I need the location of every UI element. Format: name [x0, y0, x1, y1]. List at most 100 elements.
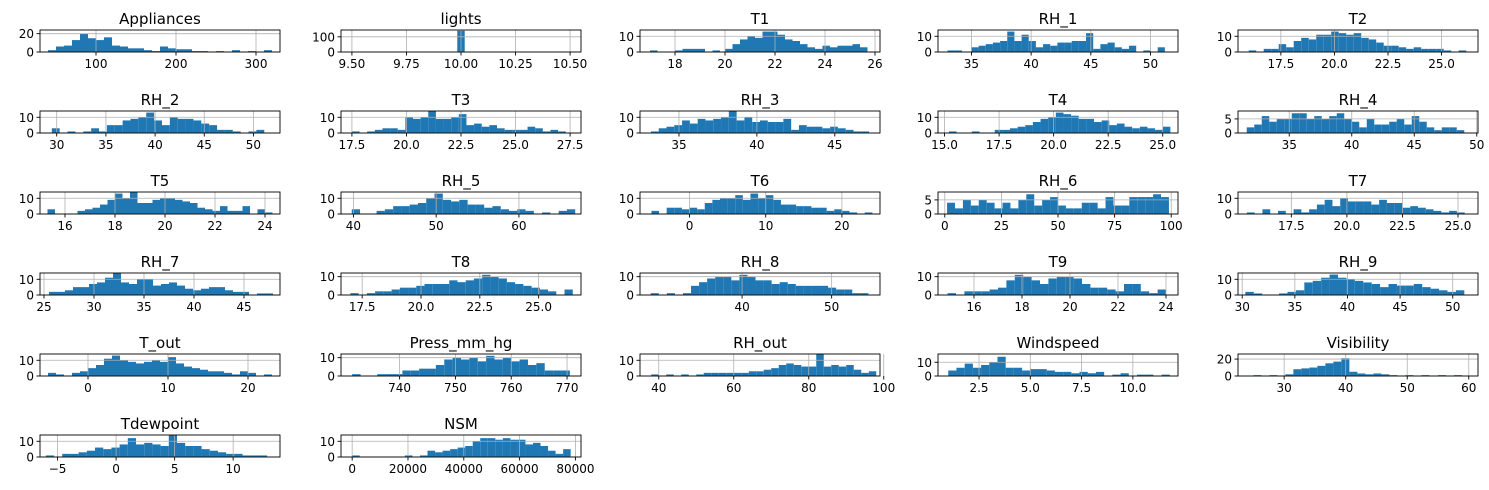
histogram-bar	[985, 44, 993, 52]
histogram-bar	[80, 371, 88, 376]
histogram-bar	[77, 210, 85, 214]
subplot-title: T6	[750, 172, 770, 190]
x-tick-label: 40	[346, 219, 361, 233]
histogram-bar	[978, 199, 987, 214]
histogram-bar	[91, 128, 100, 133]
histogram-bar	[718, 372, 727, 376]
axes-frame	[1237, 191, 1479, 215]
x-tick-label: 50	[824, 300, 839, 314]
histogram-bar	[527, 365, 537, 376]
histogram-bar	[739, 274, 748, 295]
histogram-bar	[435, 452, 443, 457]
histogram-bar	[811, 207, 820, 214]
histogram-bar	[566, 209, 576, 214]
x-tick-label: 750	[444, 381, 467, 395]
histogram-bar	[792, 41, 800, 52]
histogram-bar	[409, 204, 418, 214]
histogram-bar	[731, 280, 740, 295]
x-tick-label: 10.0	[1120, 381, 1147, 395]
histogram-bar	[989, 289, 998, 295]
x-tick-label: 25	[36, 300, 51, 314]
histogram-bar	[1304, 282, 1313, 295]
y-tick-label: 0	[924, 127, 932, 141]
x-tick-label: 10	[758, 219, 773, 233]
x-tick-label: 50	[1469, 138, 1484, 152]
histogram-bar	[428, 111, 436, 133]
histogram-bar	[489, 125, 497, 133]
histogram-bar	[177, 118, 186, 133]
histogram-bar	[383, 291, 392, 295]
histogram-bar	[707, 278, 716, 295]
histogram-bar	[1366, 118, 1375, 133]
histogram-bar	[145, 279, 153, 295]
histogram-bar	[449, 280, 458, 295]
histogram-bar	[699, 282, 708, 295]
subplot-t1: T1 18 20 22 24 26 0 10	[619, 10, 883, 71]
histogram-bar	[1120, 373, 1129, 376]
histogram-bar	[51, 128, 60, 133]
histogram-bar	[689, 123, 698, 133]
histogram-bar	[1338, 33, 1347, 52]
histogram-bar	[153, 285, 161, 295]
histogram-bar	[209, 125, 218, 133]
histogram-bar	[111, 447, 120, 457]
histogram-bar	[763, 369, 772, 376]
histogram-bar	[57, 291, 65, 295]
histogram-bar	[1017, 126, 1026, 133]
histogram-bar	[248, 51, 256, 52]
subplot-title: T4	[1048, 91, 1068, 109]
histogram-bar	[1046, 370, 1055, 376]
histogram-bar	[775, 122, 784, 133]
x-tick-label: 35	[1282, 138, 1297, 152]
histogram-bar	[544, 370, 554, 376]
x-tick-label: 0	[941, 219, 949, 233]
histogram-bar	[1121, 48, 1130, 52]
histogram-bar	[674, 207, 682, 214]
histogram-bar	[225, 290, 233, 295]
histogram-bar	[104, 358, 112, 376]
histogram-bar	[1082, 284, 1091, 295]
histogram-bar	[95, 447, 104, 457]
histogram-bar	[801, 366, 809, 376]
y-tick-label: 10	[19, 354, 34, 368]
histogram-bar	[691, 285, 700, 295]
subplot-title: T2	[1348, 10, 1368, 28]
histogram-bar	[512, 129, 520, 133]
histogram-bar	[397, 129, 406, 133]
histogram-bar	[185, 118, 194, 133]
histogram-bar	[212, 210, 220, 214]
x-tick-label: 35	[964, 57, 979, 71]
x-tick-label: 22.5	[1389, 219, 1416, 233]
histogram-bar	[1263, 48, 1272, 52]
x-tick-label: 80	[801, 381, 816, 395]
histogram-bar	[1405, 285, 1414, 295]
histogram-bar	[1056, 276, 1066, 295]
x-tick-label: 20.0	[1040, 138, 1067, 152]
histogram-bar	[509, 210, 518, 214]
histogram-bar	[1124, 126, 1133, 133]
histogram-bar	[1007, 31, 1015, 52]
histogram-bar	[1374, 124, 1382, 133]
histogram-bar	[1271, 48, 1279, 52]
histogram-bar	[451, 201, 460, 214]
axes-frame	[340, 191, 582, 215]
histogram-bar	[1380, 287, 1389, 295]
histogram-bar	[852, 44, 860, 52]
histogram-bar	[161, 284, 169, 295]
histogram-bar	[160, 361, 168, 376]
histogram-bar	[1425, 209, 1434, 214]
histogram-bar	[1306, 118, 1315, 133]
histogram-bar	[209, 450, 218, 457]
histogram-bar	[384, 209, 394, 214]
histogram-bar	[819, 207, 827, 214]
histogram-bar	[744, 117, 753, 133]
histogram-bar	[1340, 198, 1348, 214]
histogram-bar	[146, 112, 155, 133]
histogram-bar	[1109, 125, 1117, 133]
axes-frame	[39, 353, 281, 377]
histogram-bar	[981, 291, 990, 295]
histogram-bar	[703, 372, 712, 376]
histogram-bar	[841, 210, 850, 214]
histogram-bar	[997, 356, 1006, 376]
histogram-bar	[1040, 118, 1049, 133]
